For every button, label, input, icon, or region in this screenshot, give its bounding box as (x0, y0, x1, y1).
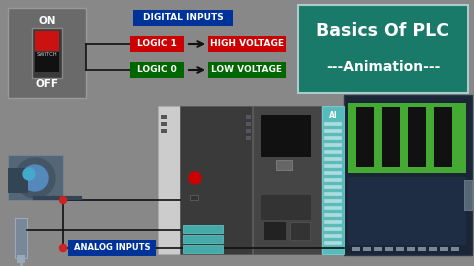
FancyBboxPatch shape (324, 171, 342, 175)
FancyBboxPatch shape (8, 155, 63, 200)
FancyBboxPatch shape (418, 247, 426, 251)
FancyBboxPatch shape (440, 247, 448, 251)
FancyBboxPatch shape (356, 107, 374, 167)
FancyBboxPatch shape (382, 107, 400, 167)
FancyBboxPatch shape (352, 247, 360, 251)
FancyBboxPatch shape (35, 52, 59, 72)
FancyBboxPatch shape (261, 115, 311, 157)
FancyBboxPatch shape (15, 218, 27, 258)
FancyBboxPatch shape (276, 160, 292, 170)
FancyBboxPatch shape (161, 115, 167, 119)
FancyBboxPatch shape (17, 255, 25, 263)
FancyBboxPatch shape (324, 122, 342, 126)
FancyBboxPatch shape (133, 10, 233, 26)
FancyBboxPatch shape (324, 157, 342, 161)
FancyBboxPatch shape (324, 220, 342, 224)
FancyBboxPatch shape (324, 206, 342, 210)
FancyBboxPatch shape (344, 95, 472, 255)
FancyBboxPatch shape (324, 192, 342, 196)
FancyBboxPatch shape (32, 28, 62, 78)
FancyBboxPatch shape (324, 234, 342, 238)
FancyBboxPatch shape (464, 180, 472, 210)
Circle shape (60, 197, 66, 203)
FancyBboxPatch shape (68, 240, 156, 256)
FancyBboxPatch shape (264, 222, 286, 240)
FancyBboxPatch shape (434, 107, 452, 167)
FancyBboxPatch shape (246, 136, 251, 140)
FancyBboxPatch shape (208, 62, 286, 78)
Text: AI: AI (328, 111, 337, 120)
FancyBboxPatch shape (396, 247, 404, 251)
Text: ON: ON (38, 16, 56, 26)
FancyBboxPatch shape (324, 185, 342, 189)
Text: LOGIC 0: LOGIC 0 (137, 65, 177, 74)
FancyBboxPatch shape (324, 199, 342, 203)
Circle shape (23, 168, 35, 180)
FancyBboxPatch shape (324, 143, 342, 147)
FancyBboxPatch shape (324, 227, 342, 231)
Text: HIGH VOLTAGE: HIGH VOLTAGE (210, 39, 284, 48)
Circle shape (189, 172, 201, 184)
Text: ANALOG INPUTS: ANALOG INPUTS (74, 243, 150, 252)
Text: ---Animation---: ---Animation--- (326, 60, 440, 74)
FancyBboxPatch shape (348, 177, 466, 245)
FancyBboxPatch shape (324, 129, 342, 133)
FancyBboxPatch shape (253, 106, 321, 254)
Text: DIGITAL INPUTS: DIGITAL INPUTS (143, 14, 223, 23)
FancyBboxPatch shape (324, 213, 342, 217)
FancyBboxPatch shape (451, 247, 459, 251)
FancyBboxPatch shape (261, 195, 311, 220)
Text: SWITCH: SWITCH (36, 52, 57, 57)
FancyBboxPatch shape (322, 106, 344, 254)
FancyBboxPatch shape (161, 129, 167, 133)
FancyBboxPatch shape (407, 247, 415, 251)
Circle shape (60, 244, 66, 251)
FancyBboxPatch shape (190, 195, 198, 200)
FancyBboxPatch shape (408, 107, 426, 167)
FancyBboxPatch shape (429, 247, 437, 251)
FancyBboxPatch shape (183, 225, 223, 233)
Text: OFF: OFF (36, 79, 58, 89)
FancyBboxPatch shape (324, 178, 342, 182)
FancyBboxPatch shape (298, 5, 468, 93)
FancyBboxPatch shape (374, 247, 382, 251)
FancyBboxPatch shape (363, 247, 371, 251)
FancyBboxPatch shape (8, 8, 86, 98)
FancyBboxPatch shape (246, 129, 251, 133)
Circle shape (22, 165, 48, 191)
FancyBboxPatch shape (183, 235, 223, 243)
Text: LOGIC 1: LOGIC 1 (137, 39, 177, 48)
FancyBboxPatch shape (130, 62, 184, 78)
FancyBboxPatch shape (180, 106, 252, 254)
Text: Basics Of PLC: Basics Of PLC (317, 22, 449, 40)
FancyBboxPatch shape (385, 247, 393, 251)
FancyBboxPatch shape (324, 150, 342, 154)
FancyBboxPatch shape (348, 103, 466, 173)
FancyBboxPatch shape (324, 241, 342, 245)
FancyBboxPatch shape (130, 36, 184, 52)
Circle shape (15, 158, 55, 198)
FancyBboxPatch shape (290, 222, 310, 240)
FancyBboxPatch shape (183, 245, 223, 253)
FancyBboxPatch shape (246, 115, 251, 119)
FancyBboxPatch shape (8, 168, 28, 193)
FancyBboxPatch shape (158, 106, 180, 254)
FancyBboxPatch shape (161, 122, 167, 126)
FancyBboxPatch shape (324, 164, 342, 168)
FancyBboxPatch shape (324, 136, 342, 140)
FancyBboxPatch shape (208, 36, 286, 52)
Text: LOW VOLTAGE: LOW VOLTAGE (211, 65, 283, 74)
FancyBboxPatch shape (35, 31, 59, 51)
FancyBboxPatch shape (246, 122, 251, 126)
